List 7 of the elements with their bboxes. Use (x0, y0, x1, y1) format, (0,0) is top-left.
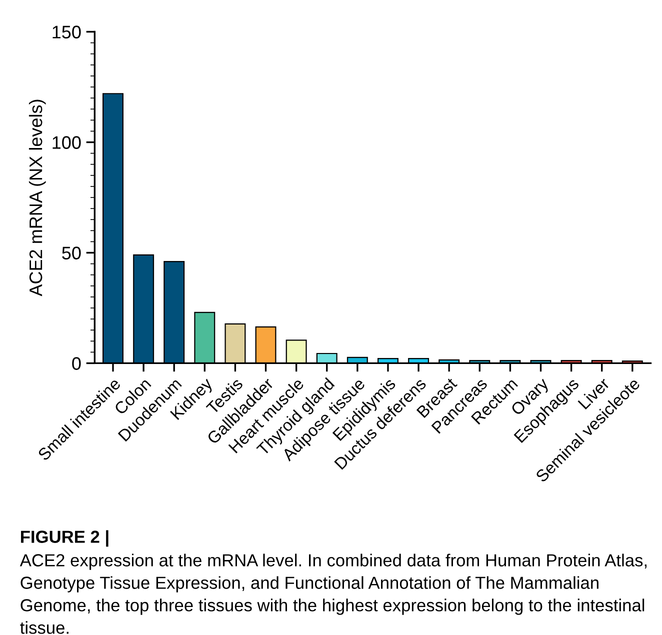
y-tick-label: 100 (52, 136, 81, 149)
y-tick-label: 150 (52, 26, 81, 38)
caption: FIGURE 2 | (21, 530, 108, 547)
y-tick-label: 50 (62, 246, 81, 260)
y-tick-label: 0 (72, 357, 81, 370)
text: ACE2 expression at the mRNA level. In combined data from Human Protein Atlas, Genotype Tissue Expression, and Functional Annotation of The Mammalian Genome, the top three tissues with the highest expression belong to the intestinal tissue. (20, 554, 646, 634)
y-axis-title: ACE2 mRNA (NX levels) (28, 100, 46, 296)
